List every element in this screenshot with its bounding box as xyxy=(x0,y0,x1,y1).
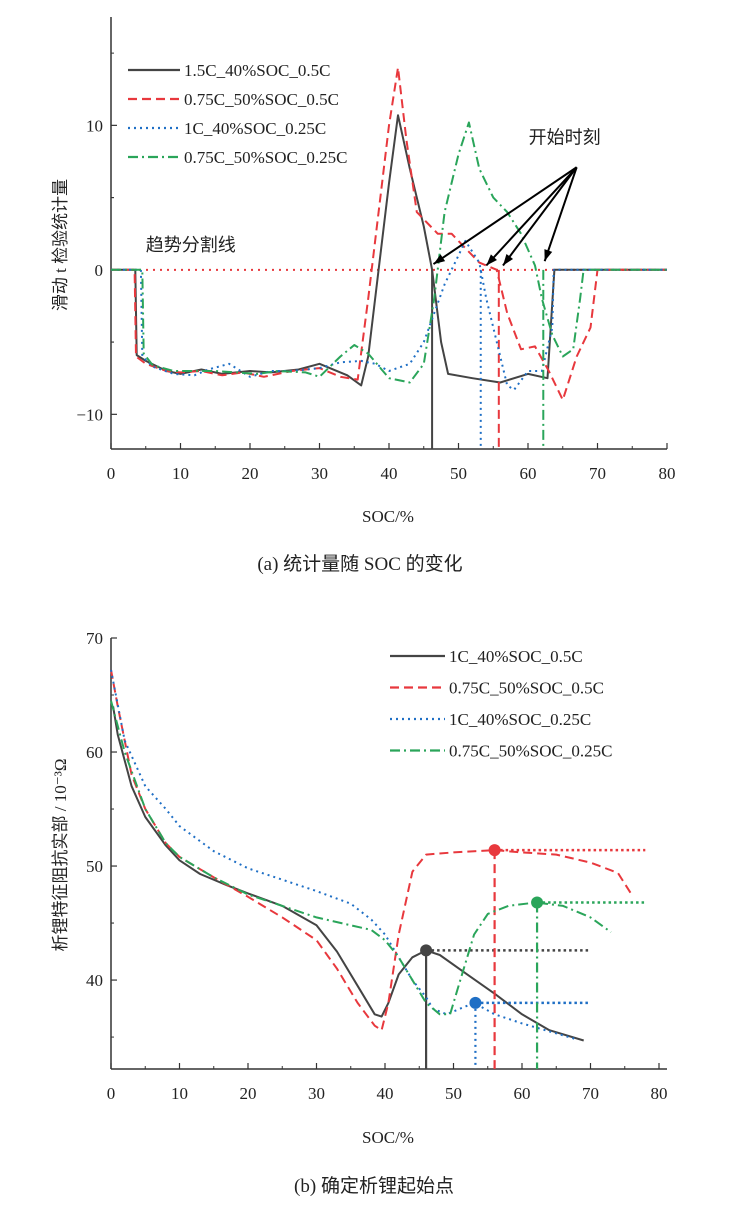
legend-label-3: 0.75C_50%SOC_0.25C xyxy=(449,742,612,761)
arrowhead-icon xyxy=(486,254,497,266)
x-tick-label: 20 xyxy=(240,1084,257,1103)
legend-label-2: 1C_40%SOC_0.25C xyxy=(184,119,326,138)
annotation-arrow-0 xyxy=(432,166,578,265)
x-tick-label: 40 xyxy=(381,464,398,483)
x-axis-label: SOC/% xyxy=(362,1128,414,1147)
trend-divider-label: 趋势分割线 xyxy=(146,235,236,255)
onset-point-0 xyxy=(420,944,433,957)
legend-label-3: 0.75C_50%SOC_0.25C xyxy=(184,148,347,167)
chart-caption: (b) 确定析锂起始点 xyxy=(294,1175,454,1197)
x-tick-label: 30 xyxy=(311,464,328,483)
arrowhead-icon xyxy=(502,254,514,266)
arrowhead-icon xyxy=(433,254,446,265)
chart-b-lithium-plating-onset: 0 10 20 30 40 50 60 70 80 40 50 60 70 SOC/% 析锂特征阻抗实部 /… xyxy=(51,629,668,1197)
arrowhead-icon xyxy=(544,249,553,262)
y-tick-label: 40 xyxy=(86,971,103,990)
chart-a-soc-statistic: 0 10 20 30 40 50 60 70 80 −10 0 10 SOC/% 滑动 t 检验统计量 (a… xyxy=(51,17,676,575)
y-tick-label: 0 xyxy=(95,261,104,280)
x-tick-label: 40 xyxy=(377,1084,394,1103)
annotation-label: 开始时刻 xyxy=(529,127,601,147)
y-tick-label: 60 xyxy=(86,743,103,762)
x-tick-label: 10 xyxy=(172,464,189,483)
chart-caption: (a) 统计量随 SOC 的变化 xyxy=(257,553,462,575)
legend-label-1: 0.75C_50%SOC_0.5C xyxy=(184,90,339,109)
x-tick-label: 20 xyxy=(242,464,259,483)
x-axis-label: SOC/% xyxy=(362,507,414,526)
y-tick-label: 10 xyxy=(86,116,103,135)
annotation-arrow-3 xyxy=(543,166,578,262)
x-tick-label: 70 xyxy=(589,464,606,483)
series-line-3 xyxy=(111,121,667,384)
x-tick-label: 50 xyxy=(450,464,467,483)
x-tick-label: 60 xyxy=(514,1084,531,1103)
x-tick-label: 0 xyxy=(107,464,116,483)
legend-label-0: 1C_40%SOC_0.5C xyxy=(449,647,583,666)
y-tick-label: 50 xyxy=(86,857,103,876)
legend-label-1: 0.75C_50%SOC_0.5C xyxy=(449,679,604,698)
x-tick-label: 80 xyxy=(651,1084,668,1103)
onset-point-3 xyxy=(531,896,544,909)
x-tick-label: 0 xyxy=(107,1084,116,1103)
series-line-1 xyxy=(111,66,667,401)
x-tick-label: 10 xyxy=(171,1084,188,1103)
x-tick-label: 50 xyxy=(445,1084,462,1103)
x-tick-label: 70 xyxy=(582,1084,599,1103)
y-tick-label: 70 xyxy=(86,629,103,648)
y-axis-label: 析锂特征阻抗实部 / 10⁻³Ω xyxy=(51,759,70,952)
series-line-2 xyxy=(111,239,667,391)
y-tick-label: −10 xyxy=(76,405,103,424)
x-tick-label: 80 xyxy=(659,464,676,483)
series-line-0 xyxy=(112,706,584,1042)
y-axis-label: 滑动 t 检验统计量 xyxy=(51,179,70,311)
legend-label-0: 1.5C_40%SOC_0.5C xyxy=(184,61,330,80)
series-line-1 xyxy=(110,669,633,1032)
onset-point-2 xyxy=(469,996,482,1009)
legend-label-2: 1C_40%SOC_0.25C xyxy=(449,710,591,729)
x-tick-label: 30 xyxy=(308,1084,325,1103)
annotation-arrow-1 xyxy=(485,166,578,267)
annotation-arrow-2 xyxy=(502,166,578,267)
onset-point-1 xyxy=(488,844,501,857)
x-tick-label: 60 xyxy=(520,464,537,483)
